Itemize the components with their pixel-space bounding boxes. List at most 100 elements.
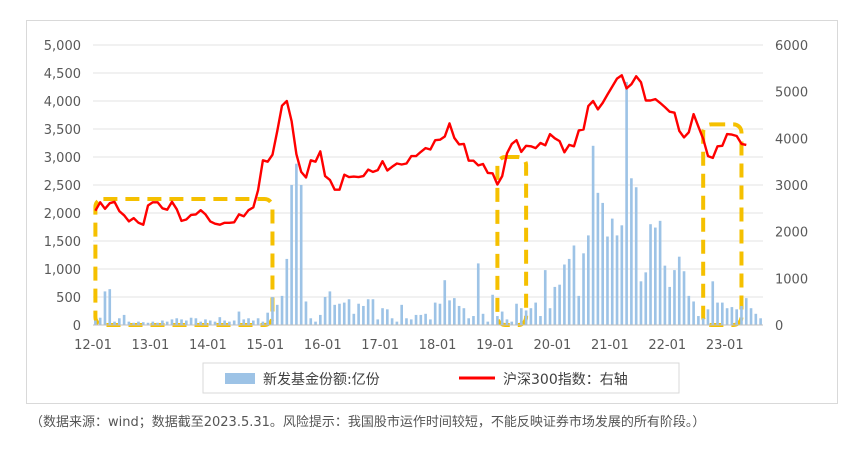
bar (725, 308, 729, 325)
bar (352, 313, 356, 325)
source-caption: （数据来源：wind；数据截至2023.5.31。风险提示：我国股市运作时间较短… (30, 415, 706, 430)
bar (376, 319, 380, 325)
bar (749, 308, 753, 325)
bar (663, 265, 667, 325)
bar (285, 258, 289, 325)
legend-label-bar: 新发基金份额:亿份 (263, 371, 380, 388)
bar (280, 295, 284, 325)
bar (740, 305, 743, 325)
y-right-tick-label: 4000 (775, 132, 808, 147)
bar (371, 299, 375, 325)
bar (208, 320, 212, 325)
bar (228, 321, 231, 325)
y-left-tick-label: 1,000 (44, 263, 81, 278)
y-left-tick-label: 1,500 (44, 235, 81, 250)
x-tick-label: 17-01 (361, 338, 399, 353)
y-left-tick-label: 2,000 (44, 207, 81, 222)
bar (161, 320, 164, 325)
x-tick-label: 18-01 (419, 338, 457, 353)
bar (170, 319, 174, 325)
bar (701, 318, 705, 325)
bar (194, 318, 198, 325)
bar (256, 318, 260, 325)
bar (338, 303, 341, 325)
bar (563, 264, 566, 325)
x-tick-label: 13-01 (132, 338, 170, 353)
bar (610, 218, 614, 325)
bar (649, 224, 652, 325)
bar (687, 295, 691, 325)
bar (213, 321, 217, 325)
x-tick-label: 23-01 (706, 338, 744, 353)
bar (118, 318, 121, 325)
bar (362, 305, 365, 325)
bar (141, 322, 145, 325)
bar (405, 318, 408, 325)
bar (476, 263, 480, 325)
bar (587, 235, 590, 325)
chart-svg: 0 500 1,000 1,500 2,000 2,500 3,000 3,500 4,000 4… (44, 39, 808, 394)
highlight-box (495, 155, 529, 327)
bar (697, 316, 700, 325)
bar-series (94, 81, 762, 326)
bar (223, 320, 226, 325)
bar (395, 321, 399, 325)
bar (548, 308, 552, 325)
x-tick-label: 14-01 (189, 338, 227, 353)
y-right-tick-label: 5000 (775, 86, 808, 101)
y-right-tick-label: 3000 (775, 179, 808, 194)
bar (342, 302, 346, 325)
bar (481, 313, 485, 325)
bar (716, 302, 719, 325)
bar (122, 314, 126, 325)
bar (409, 319, 413, 325)
bar (735, 309, 738, 325)
bar (424, 313, 427, 325)
bar (472, 316, 475, 325)
bar (429, 319, 432, 325)
bar (132, 322, 135, 325)
bar (146, 322, 150, 325)
bar (252, 320, 255, 325)
bar (510, 321, 514, 325)
bar (644, 272, 648, 325)
bar (271, 297, 274, 325)
bar (366, 299, 370, 325)
x-tick-label: 12-01 (74, 338, 112, 353)
chart-frame: 0 500 1,000 1,500 2,000 2,500 3,000 3,500 4,000 4… (26, 20, 838, 404)
bar (438, 303, 442, 325)
bar (520, 308, 523, 325)
bar (759, 318, 762, 325)
bar (242, 319, 246, 325)
bar (572, 245, 576, 325)
x-tick-label: 15-01 (246, 338, 284, 353)
bar (721, 302, 724, 325)
bar (127, 321, 131, 325)
bar (347, 299, 351, 325)
bar (319, 314, 322, 325)
legend-label-line: 沪深300指数：右轴 (503, 372, 628, 388)
bar (443, 280, 447, 325)
bar (94, 320, 97, 325)
bar (386, 309, 389, 325)
bar (620, 225, 624, 325)
bar (295, 163, 298, 325)
bar (189, 317, 193, 325)
bar (582, 253, 585, 325)
bar (113, 321, 116, 325)
line-series (94, 74, 747, 226)
y-right-tick-label: 0 (775, 319, 783, 334)
bar (606, 236, 609, 325)
bar (467, 318, 470, 325)
bar (515, 303, 518, 325)
legend: 新发基金份额:亿份 沪深300指数：右轴 (202, 362, 680, 394)
y-right-tick-label: 6000 (775, 39, 808, 54)
bar (314, 321, 317, 325)
bar (677, 256, 681, 325)
x-tick-label: 19-01 (476, 338, 514, 353)
bar (237, 311, 241, 325)
bar (199, 321, 202, 325)
bar (486, 321, 490, 325)
bar (448, 300, 451, 325)
bar (151, 321, 155, 325)
